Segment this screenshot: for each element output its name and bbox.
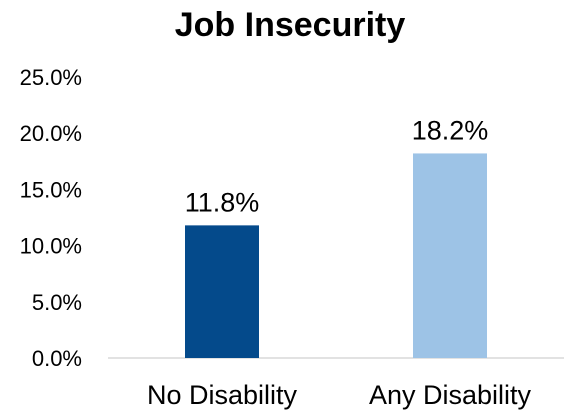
- category-label: Any Disability: [369, 380, 532, 410]
- y-tick-label: 20.0%: [20, 121, 82, 146]
- bars: [185, 153, 487, 358]
- bar-value-label: 18.2%: [412, 115, 489, 145]
- chart-title: Job Insecurity: [175, 6, 406, 44]
- y-tick-label: 5.0%: [32, 290, 82, 315]
- category-labels: No Disability Any Disability: [147, 380, 532, 410]
- y-tick-label: 10.0%: [20, 234, 82, 259]
- y-axis-tick-labels: 0.0% 5.0% 10.0% 15.0% 20.0% 25.0%: [20, 65, 82, 371]
- bar: [185, 225, 259, 358]
- bar: [413, 153, 487, 358]
- data-labels: 11.8% 18.2%: [185, 115, 489, 217]
- y-tick-label: 25.0%: [20, 65, 82, 90]
- y-tick-label: 0.0%: [32, 346, 82, 371]
- bar-value-label: 11.8%: [185, 187, 260, 217]
- y-tick-label: 15.0%: [20, 177, 82, 202]
- category-label: No Disability: [147, 380, 298, 410]
